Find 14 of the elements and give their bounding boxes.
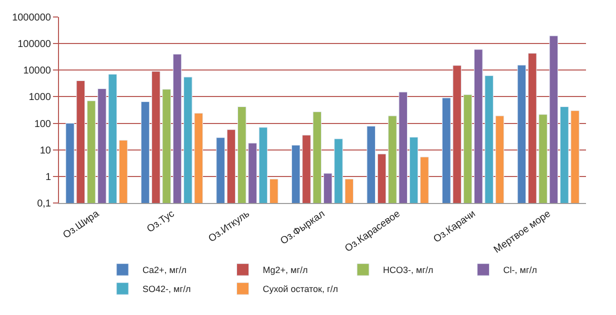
y-tick-label: 1000 [28,92,52,104]
legend-label: Mg2+, мг/л [262,265,308,276]
y-tick-label: 10000 [23,66,52,77]
y-tick-label: 10 [40,145,52,156]
y-tick-label: 1000000 [12,12,52,24]
legend-label: Ca2+, мг/л [142,265,186,276]
y-tick-label: 100000 [18,39,52,50]
legend-label: Сухой остаток, г/л [262,284,338,294]
legend-label: SO42-, мг/л [142,284,191,294]
y-tick-label: 1 [45,172,52,183]
legend-label: HCO3-, мг/л [383,265,434,276]
legend-label: Cl-, мг/л [503,265,538,276]
y-tick-label: 0,1 [37,198,52,210]
y-tick-label: 100 [34,118,52,130]
